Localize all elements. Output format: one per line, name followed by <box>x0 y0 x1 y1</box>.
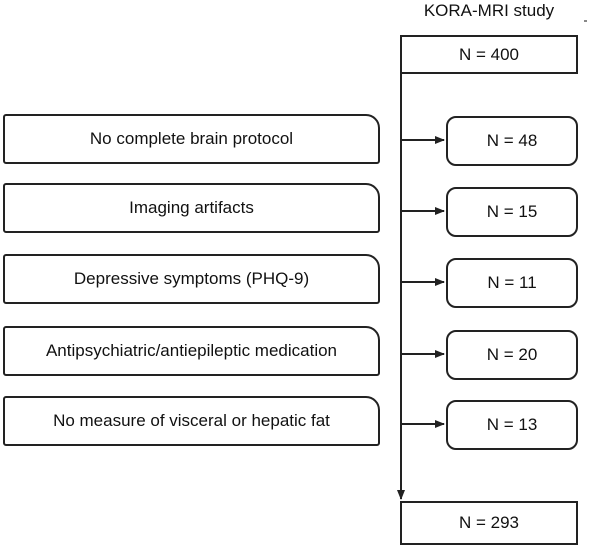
exclusion-reason-4: Antipsychiatric/antiepileptic medication <box>3 326 380 376</box>
exclusion-count-5: N = 13 <box>446 400 578 450</box>
exclusion-count-4: N = 20 <box>446 330 578 380</box>
final-count-box: N = 293 <box>400 501 578 545</box>
exclusion-reason-1: No complete brain protocol <box>3 114 380 164</box>
exclusion-reason-3: Depressive symptoms (PHQ-9) <box>3 254 380 304</box>
exclusion-count-3: N = 11 <box>446 258 578 308</box>
exclusion-reason-5: No measure of visceral or hepatic fat <box>3 396 380 446</box>
exclusion-count-1: N = 48 <box>446 116 578 166</box>
start-count-box: N = 400 <box>400 35 578 74</box>
stray-mark <box>584 20 587 22</box>
exclusion-reason-2: Imaging artifacts <box>3 183 380 233</box>
exclusion-count-2: N = 15 <box>446 187 578 237</box>
study-title: KORA-MRI study <box>423 1 555 20</box>
